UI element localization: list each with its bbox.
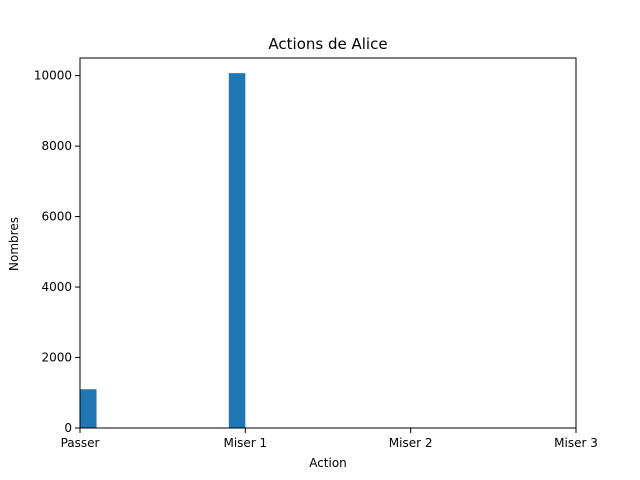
bar-1 xyxy=(228,73,246,429)
y-axis-label: Nombres xyxy=(7,217,21,271)
y-tick-label-4: 8000 xyxy=(41,139,72,153)
plot-area: 0 2000 4000 6000 8000 10000 Passer Miser 1 Miser… xyxy=(34,57,598,450)
bar-0 xyxy=(80,389,97,428)
x-axis-label: Action xyxy=(309,456,347,470)
y-tick-label-0: 0 xyxy=(64,421,72,435)
x-tick-label-1: Miser 1 xyxy=(223,436,267,450)
chart-title: Actions de Alice xyxy=(268,35,387,53)
x-tick-label-0: Passer xyxy=(61,436,100,450)
y-tick-label-5: 10000 xyxy=(34,69,72,83)
x-tick-label-2: Miser 2 xyxy=(389,436,433,450)
y-tick-label-3: 6000 xyxy=(41,210,72,224)
y-tick-label-1: 2000 xyxy=(41,351,72,365)
plot-frame xyxy=(79,57,577,429)
x-tick-label-3: Miser 3 xyxy=(554,436,598,450)
y-tick-label-2: 4000 xyxy=(41,280,72,294)
